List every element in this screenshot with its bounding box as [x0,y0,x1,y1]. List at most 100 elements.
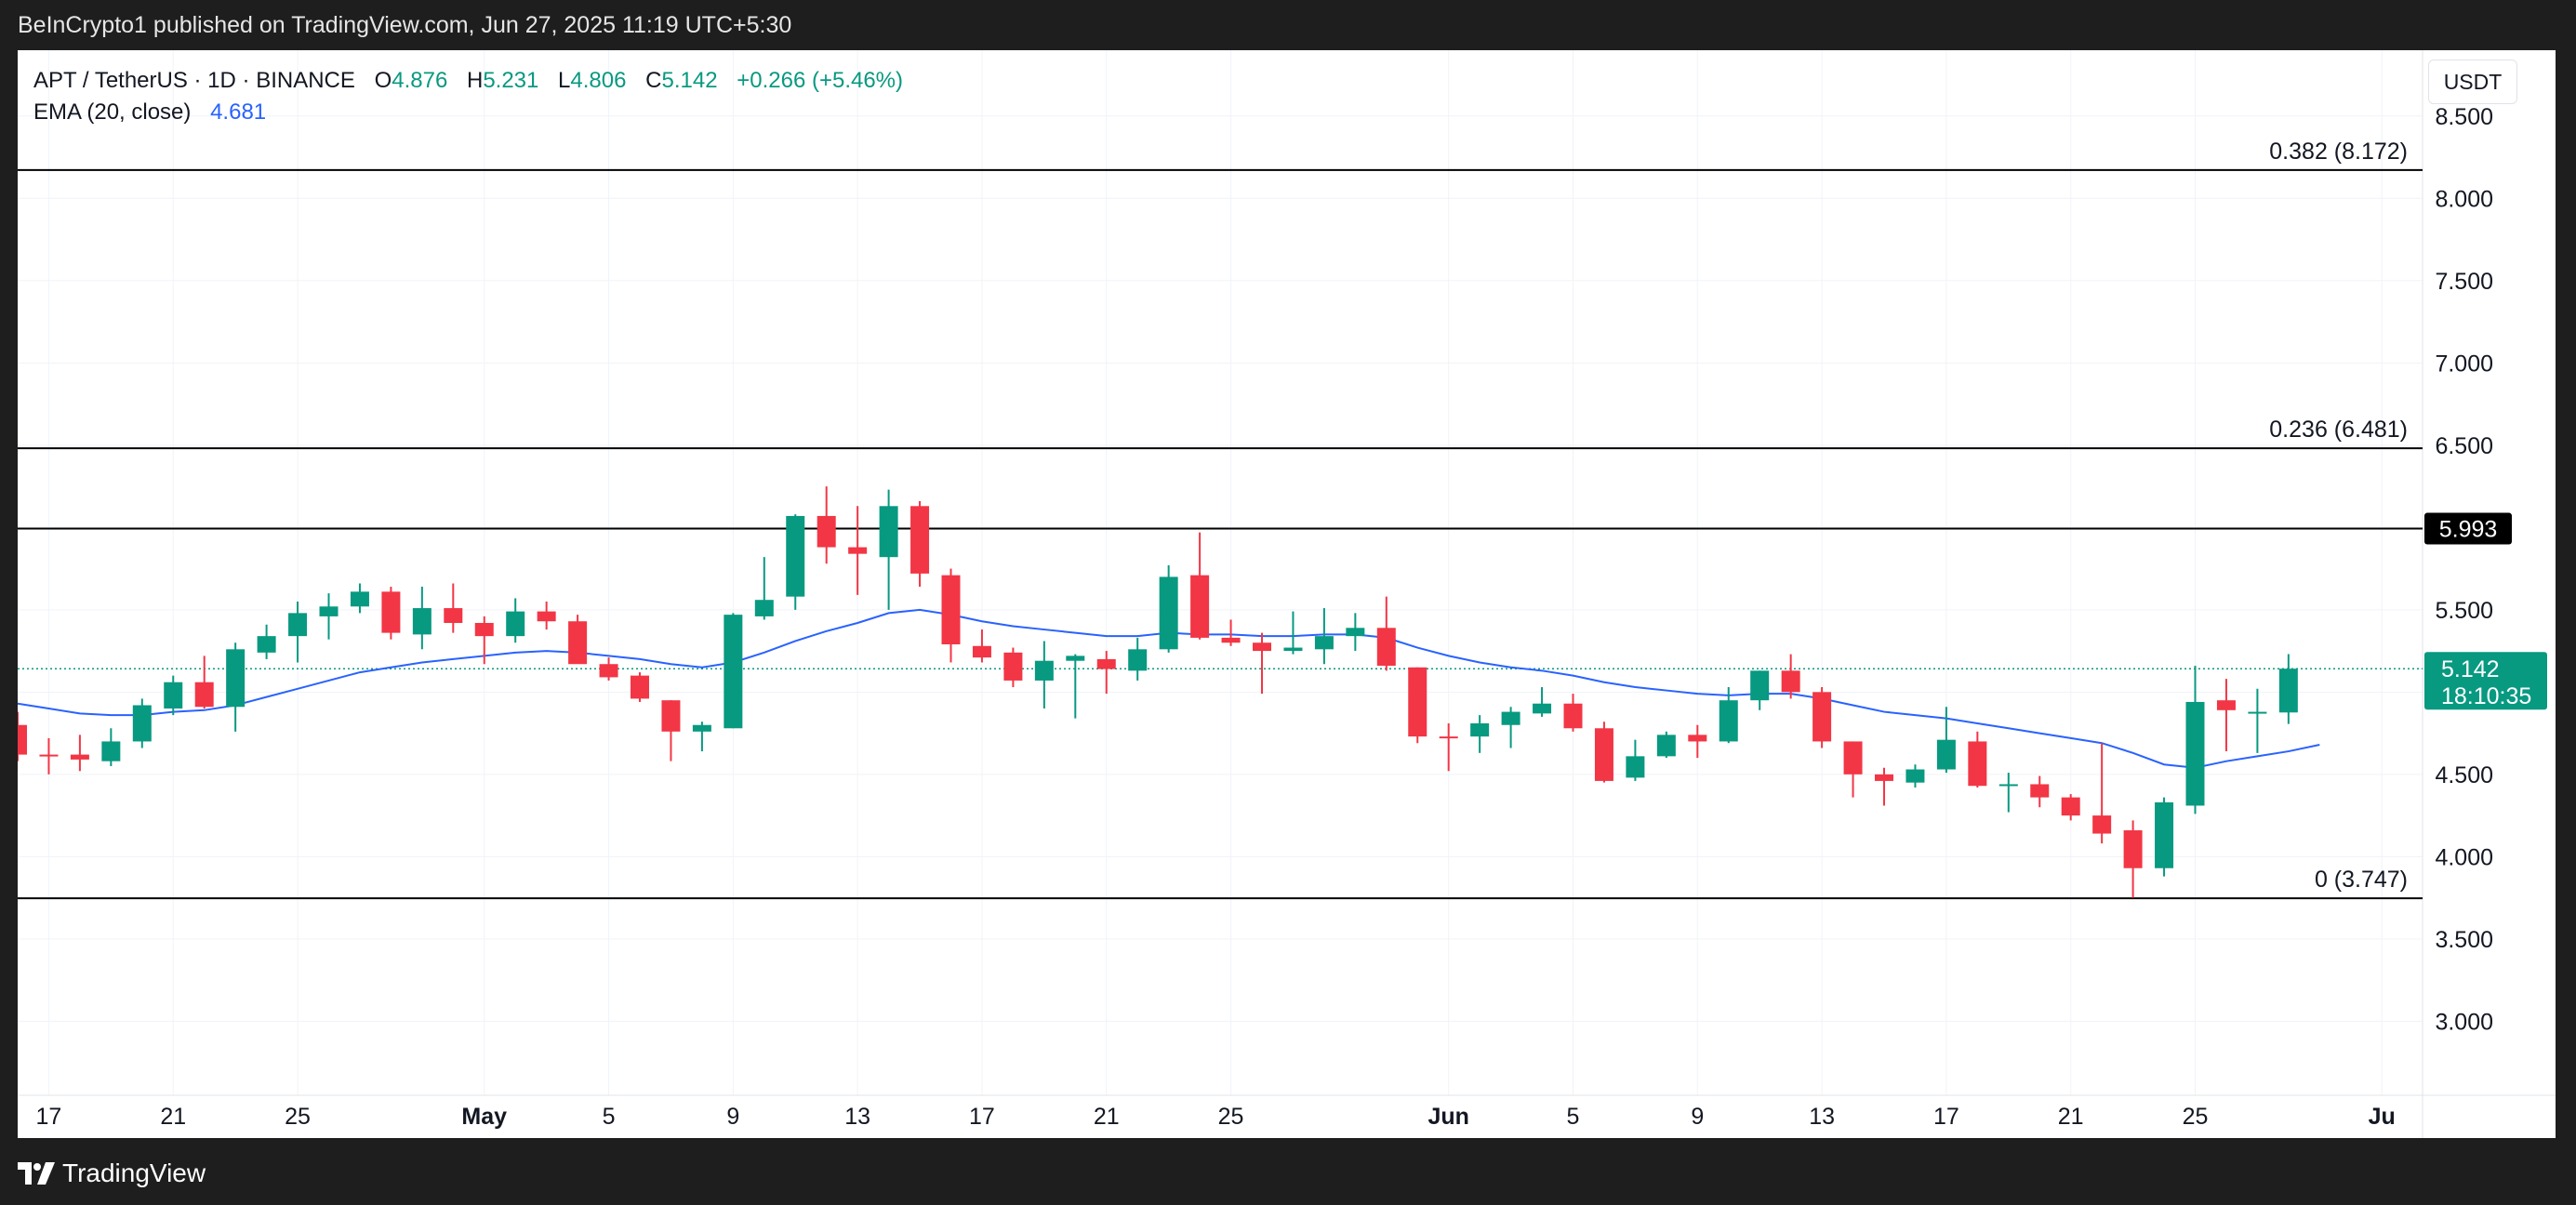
y-tick-label: 3.000 [2435,1009,2493,1035]
candle-body[interactable] [1656,735,1676,757]
y-tick-label: 8.000 [2435,186,2493,212]
candle-body[interactable] [226,649,246,708]
candle-body[interactable] [2248,711,2267,714]
close-value: 5.142 [661,68,718,93]
candle-body[interactable] [1283,647,1303,652]
candle-body[interactable] [599,664,618,678]
candle-body[interactable] [817,515,836,548]
candle-body[interactable] [754,600,774,616]
candle-body[interactable] [2061,797,2080,816]
candle-body[interactable] [848,547,868,554]
symbol-info[interactable]: APT / TetherUS · 1D · BINANCE [33,68,355,93]
candle-body[interactable] [1533,703,1552,714]
candle-body[interactable] [2155,801,2174,868]
candle-body[interactable] [1034,660,1054,681]
candle-body[interactable] [537,611,556,622]
fib-level-label: 0.382 (8.172) [2269,139,2408,165]
close-label: C [645,68,662,93]
candle-body[interactable] [1159,576,1178,650]
candle-body[interactable] [1253,642,1271,652]
candle-body[interactable] [1843,741,1863,775]
candle-body[interactable] [101,741,121,761]
candle-body[interactable] [194,682,214,708]
x-tick-label: 25 [1218,1104,1244,1130]
candle-body[interactable] [661,700,681,732]
published-text: BeInCrypto1 published on TradingView.com… [18,12,792,38]
candle-body[interactable] [1408,667,1427,737]
candle-body[interactable] [132,705,152,742]
candle-body[interactable] [506,611,525,637]
x-tick-label: 17 [36,1104,62,1130]
candle-body[interactable] [412,608,432,635]
x-tick-label: May [461,1104,507,1130]
resistance-price-badge [2424,512,2512,545]
candle-body[interactable] [1936,739,1956,770]
candle-body[interactable] [1781,670,1800,693]
candle-body[interactable] [1346,628,1365,637]
candle-body[interactable] [444,608,463,623]
candle-body[interactable] [1688,735,1707,742]
candle-body[interactable] [1998,784,2018,787]
candle-body[interactable] [1750,670,1770,701]
tradingview-logo[interactable]: TradingView [18,1159,206,1188]
candle-body[interactable] [1875,774,1893,781]
ema-row: EMA (20, close) 4.681 [33,97,903,128]
x-tick-label: 5 [1567,1104,1580,1130]
x-tick-label: Ju [2369,1104,2396,1130]
candle-body[interactable] [288,613,308,637]
candle-body[interactable] [381,591,401,633]
candle-body[interactable] [474,622,494,637]
candle-body[interactable] [568,621,588,665]
candle-body[interactable] [257,636,276,653]
candle-body[interactable] [1190,575,1210,638]
candle-body[interactable] [631,675,649,699]
candle-body[interactable] [70,754,89,760]
candle-body[interactable] [2123,830,2143,868]
price-chart[interactable]: 3.0003.5004.0004.5005.0005.5006.0006.500… [18,50,2556,1138]
candle-body[interactable] [350,591,369,607]
candle-body[interactable] [2216,700,2236,710]
change-value: +0.266 (+5.46%) [737,68,904,93]
candle-body[interactable] [692,724,711,732]
candle-body[interactable] [941,575,961,644]
candle-body[interactable] [1905,769,1925,783]
resistance-price-label: 5.993 [2439,517,2498,543]
candle-body[interactable] [2030,784,2050,798]
candle-body[interactable] [18,724,27,755]
candle-body[interactable] [2092,815,2112,834]
ema-label[interactable]: EMA (20, close) [33,99,192,125]
candle-body[interactable] [1003,652,1023,681]
candle-body[interactable] [319,606,339,616]
candle-body[interactable] [1626,756,1645,778]
x-tick-label: 25 [285,1104,311,1130]
candle-body[interactable] [1314,636,1334,650]
candle-body[interactable] [1501,711,1520,725]
candle-body[interactable] [972,645,991,658]
candle-body[interactable] [1594,728,1613,781]
high-value: 5.231 [483,68,539,93]
candle-body[interactable] [1066,655,1085,661]
candle-body[interactable] [1128,649,1148,671]
candle-body[interactable] [1719,700,1738,742]
candle-body[interactable] [1968,741,1987,787]
candle-body[interactable] [786,515,805,597]
candle-body[interactable] [2185,701,2205,806]
candle-body[interactable] [1096,658,1116,669]
candle-body[interactable] [1563,703,1583,729]
high-label: H [466,68,484,93]
candle-body[interactable] [2278,669,2298,713]
candle-body[interactable] [879,506,898,558]
candle-body[interactable] [910,506,930,574]
candle-body[interactable] [1812,692,1832,742]
candle-body[interactable] [1470,722,1490,737]
y-tick-label: 8.500 [2435,104,2493,130]
candle-body[interactable] [164,682,183,709]
candle-body[interactable] [39,754,59,757]
candle-body[interactable] [724,615,743,729]
currency-button[interactable]: USDT [2428,60,2517,104]
candle-body[interactable] [1439,736,1458,739]
x-tick-label: 21 [1094,1104,1120,1130]
chart-panel[interactable]: 3.0003.5004.0004.5005.0005.5006.0006.500… [18,50,2556,1138]
candle-body[interactable] [1376,628,1396,667]
candle-body[interactable] [1221,637,1241,643]
